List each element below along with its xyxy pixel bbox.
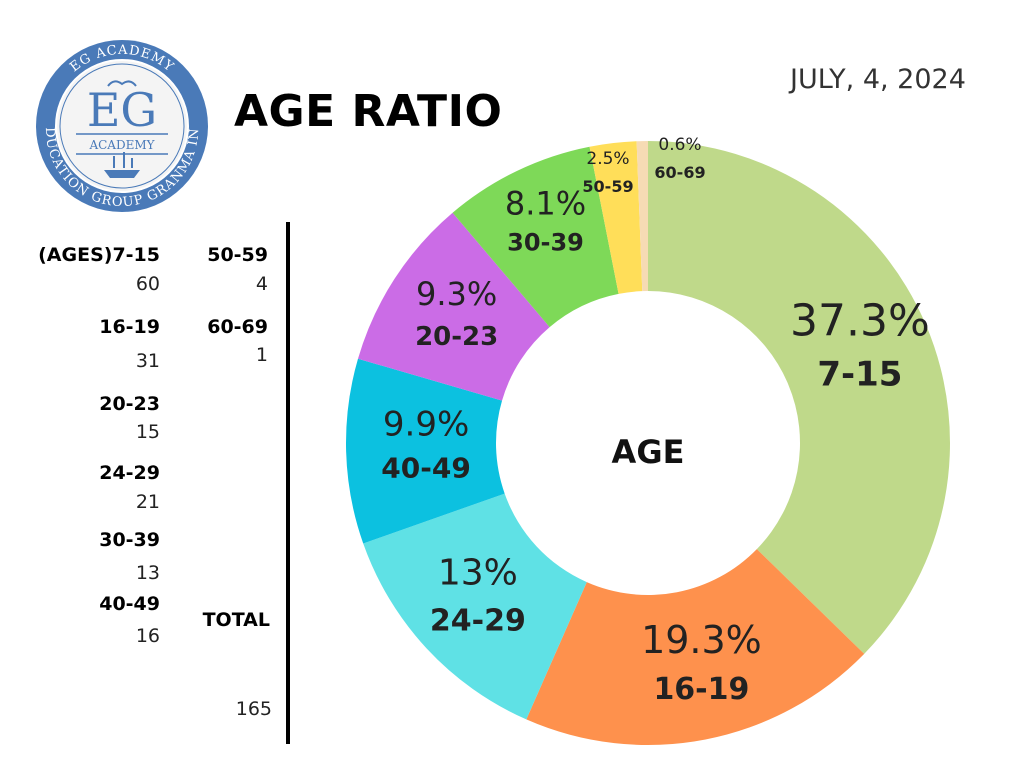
slice-60-69 xyxy=(636,141,648,292)
legend-value-50-59: 4 xyxy=(255,273,268,295)
legend-label-20-23: 20-23 xyxy=(99,393,160,415)
slice-50-59 xyxy=(589,141,643,294)
slice-pct-label-50-59: 2.5% xyxy=(586,149,629,169)
slice-pct-label-30-39: 8.1% xyxy=(505,184,586,222)
logo-initials: EG xyxy=(87,83,157,137)
slice-category-label-16-19: 16-19 xyxy=(653,672,749,707)
slice-pct-label-40-49: 9.9% xyxy=(383,404,469,444)
slice-category-label-20-23: 20-23 xyxy=(415,322,498,352)
legend-label-7-15: (AGES)7-15 xyxy=(38,244,160,266)
legend-label-60-69: 60-69 xyxy=(207,316,268,338)
slice-category-label-7-15: 7-15 xyxy=(817,355,902,395)
legend-value-16-19: 31 xyxy=(135,350,160,372)
slice-pct-label-24-29: 13% xyxy=(438,553,518,594)
slice-pct-label-60-69: 0.6% xyxy=(658,135,701,155)
legend-value-24-29: 21 xyxy=(135,491,160,513)
slice-category-label-60-69: 60-69 xyxy=(654,163,705,182)
slice-category-label-50-59: 50-59 xyxy=(582,177,633,196)
report-date: JULY, 4, 2024 xyxy=(790,64,966,95)
legend-label-40-49: 40-49 xyxy=(99,593,160,615)
legend-value-40-49: 16 xyxy=(135,625,160,647)
page-title: AGE RATIO xyxy=(234,86,503,137)
donut-center-label: AGE xyxy=(612,433,685,471)
legend-value-60-69: 1 xyxy=(255,344,268,366)
slice-16-19 xyxy=(526,549,865,745)
slice-40-49 xyxy=(345,358,505,544)
legend-value-20-23: 15 xyxy=(135,421,160,443)
slice-category-label-40-49: 40-49 xyxy=(381,451,471,484)
total-value: 165 xyxy=(235,698,272,720)
legend-label-50-59: 50-59 xyxy=(207,244,268,266)
slice-24-29 xyxy=(363,493,587,720)
slice-7-15 xyxy=(648,141,950,654)
table-divider xyxy=(286,222,290,744)
slice-pct-label-20-23: 9.3% xyxy=(416,275,497,313)
slice-20-23 xyxy=(357,212,550,401)
logo-subtext: ACADEMY xyxy=(88,138,155,152)
legend-label-16-19: 16-19 xyxy=(99,316,160,338)
legend-label-24-29: 24-29 xyxy=(99,462,160,484)
slice-category-label-24-29: 24-29 xyxy=(430,604,526,639)
legend-value-7-15: 60 xyxy=(135,273,160,295)
slice-pct-label-16-19: 19.3% xyxy=(641,618,762,662)
slice-pct-label-7-15: 37.3% xyxy=(790,296,930,347)
total-label: TOTAL xyxy=(202,609,270,631)
slice-category-label-30-39: 30-39 xyxy=(507,228,584,256)
slice-30-39 xyxy=(452,146,619,328)
legend-label-30-39: 30-39 xyxy=(99,529,160,551)
eg-academy-logo: EG ACADEMY EG ACADEMYEDUCATION GROUP GRA… xyxy=(34,38,208,212)
legend-value-30-39: 13 xyxy=(135,562,160,584)
